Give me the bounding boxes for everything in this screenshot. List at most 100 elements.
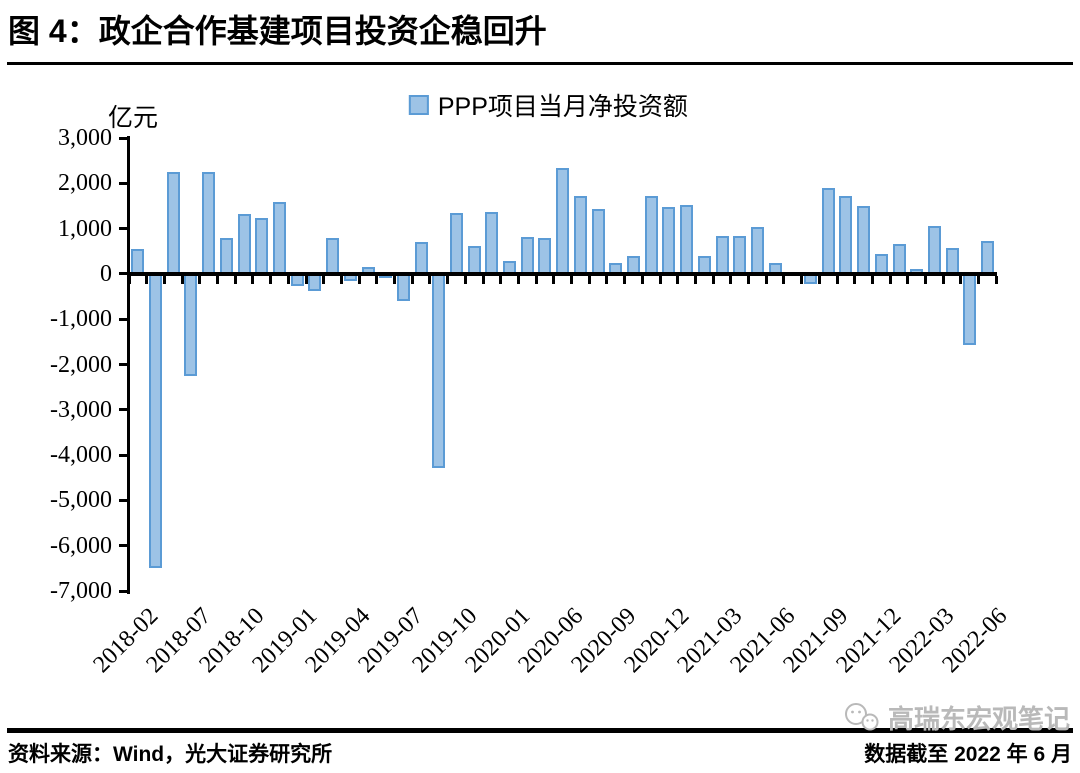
bar (432, 273, 446, 468)
x-axis-tick (941, 275, 945, 284)
x-axis-tick (216, 275, 219, 284)
x-axis-tick (145, 275, 149, 284)
y-tick-label: -5,000 (50, 487, 112, 514)
x-axis-tick (959, 275, 963, 284)
data-cutoff-text: 数据截至 2022 年 6 月 (864, 743, 1072, 766)
watermark: 高瑞东宏观笔记 (842, 699, 1070, 736)
bar (202, 172, 216, 274)
y-axis-tick (119, 272, 128, 276)
bar (166, 172, 180, 274)
chart-legend: PPP项目当月净投资额 (408, 87, 688, 123)
bar (556, 168, 570, 274)
x-axis-tick (570, 275, 573, 284)
x-axis-tick (516, 275, 520, 284)
bar (715, 236, 729, 274)
y-tick-label: 1,000 (58, 215, 112, 242)
x-axis-tick (251, 275, 255, 284)
y-tick-label: 2,000 (58, 170, 112, 197)
x-axis-tick (375, 275, 379, 284)
x-axis-tick (817, 275, 821, 284)
y-axis-unit-label: 亿元 (108, 104, 159, 132)
x-axis-tick (339, 275, 343, 284)
bar (892, 244, 906, 274)
title-divider-line (7, 62, 1073, 65)
x-axis-tick (870, 275, 874, 284)
bar (326, 237, 340, 274)
x-axis-tick (286, 275, 290, 284)
x-axis-tick (640, 275, 644, 284)
x-axis-tick (127, 275, 131, 284)
y-axis-tick (119, 589, 128, 593)
x-axis-tick (693, 275, 697, 284)
y-axis-tick (119, 453, 128, 457)
bar (980, 240, 994, 274)
bar (945, 248, 959, 274)
bar (396, 273, 410, 302)
x-axis-tick (198, 275, 202, 284)
x-axis-tick (729, 275, 733, 284)
x-axis-tick (764, 275, 768, 284)
y-axis-tick (119, 136, 128, 140)
x-axis-tick (782, 275, 786, 284)
bar (644, 196, 658, 274)
bar (485, 212, 499, 274)
x-axis-tick (322, 275, 326, 284)
x-axis-tick (711, 275, 715, 284)
bar (149, 273, 162, 569)
footer-divider-line (7, 728, 1073, 733)
x-axis-tick (747, 275, 750, 284)
x-axis-tick (481, 275, 485, 284)
bar (184, 273, 198, 376)
y-tick-label: -3,000 (50, 396, 112, 423)
legend-label: PPP项目当月净投资额 (437, 93, 688, 121)
wechat-bubbles-icon (844, 702, 879, 730)
x-axis-tick (393, 275, 396, 284)
bar (927, 226, 941, 274)
bar (662, 207, 676, 274)
x-axis-tick (853, 275, 857, 284)
bar (414, 242, 428, 274)
watermark-text: 高瑞东宏观笔记 (887, 704, 1070, 734)
x-axis-tick (552, 275, 556, 284)
bar (733, 236, 747, 274)
y-axis-tick (119, 544, 128, 548)
y-axis-tick (119, 181, 128, 185)
x-axis-tick (428, 275, 432, 284)
bar (273, 202, 286, 274)
figure-title: 图 4：政企合作基建项目投资企稳回升 (8, 13, 547, 49)
x-axis-tick (906, 275, 910, 284)
bar (591, 208, 605, 274)
bar (680, 205, 693, 274)
x-axis-tick (605, 275, 609, 284)
legend-marker-icon (408, 95, 429, 115)
y-tick-label: -1,000 (50, 306, 112, 333)
bar (874, 253, 888, 274)
bar (750, 226, 764, 274)
bar (857, 205, 870, 274)
x-axis-tick (233, 275, 237, 284)
y-axis-tick (119, 317, 128, 321)
y-tick-label: 3,000 (58, 125, 112, 151)
y-axis-tick (119, 408, 128, 412)
x-axis-tick (994, 275, 998, 284)
y-axis-tick (119, 227, 128, 231)
y-tick-label: 0 (100, 260, 112, 287)
bar (449, 212, 463, 274)
x-axis-tick (977, 275, 981, 284)
y-axis-line (127, 136, 130, 594)
bar (131, 249, 145, 274)
bar (963, 273, 977, 345)
x-axis-tick (623, 275, 627, 284)
bar (255, 217, 269, 274)
data-source-text: 资料来源：Wind，光大证券研究所 (8, 743, 333, 766)
y-tick-label: -6,000 (50, 532, 112, 559)
x-axis-tick (534, 275, 538, 284)
x-axis-tick (410, 275, 414, 284)
x-axis-tick (446, 275, 450, 284)
x-axis-tick (658, 275, 662, 284)
x-axis-tick (162, 275, 166, 284)
bar (821, 187, 835, 274)
x-axis-line (127, 271, 997, 276)
bar (308, 273, 322, 291)
